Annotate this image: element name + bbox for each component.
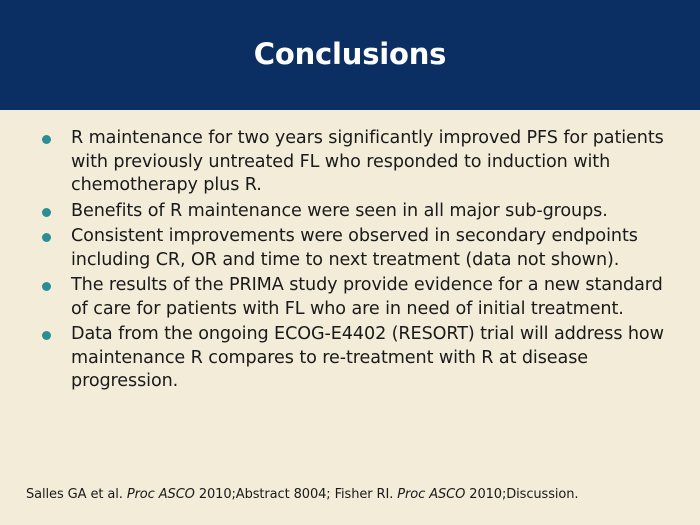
bullet-text: Benefits of R maintenance were seen in a… (71, 200, 608, 221)
bullet-dot-icon (42, 135, 51, 144)
bullet-item: Consistent improvements were observed in… (42, 225, 672, 272)
citation-details: 2010;Abstract 8004; Fisher RI. (194, 487, 398, 502)
bullet-dot-icon (42, 207, 51, 217)
bullet-item: The results of the PRIMA study provide e… (42, 274, 672, 321)
citation: Salles GA et al. Proc ASCO 2010;Abstract… (26, 487, 686, 502)
citation-journal: Proc ASCO (397, 487, 466, 502)
bullet-text: Consistent improvements were observed in… (71, 226, 638, 270)
bullet-item: R maintenance for two years significantl… (42, 127, 672, 198)
bullet-dot-icon (42, 331, 51, 340)
bullet-item: Benefits of R maintenance were seen in a… (42, 200, 672, 224)
slide-title: Conclusions (253, 37, 447, 71)
bullet-text: The results of the PRIMA study provide e… (71, 275, 663, 319)
bullet-item: Data from the ongoing ECOG-E4402 (RESORT… (42, 323, 672, 394)
bullet-dot-icon (42, 282, 51, 291)
citation-details: 2010;Discussion. (465, 487, 579, 502)
bullet-list: R maintenance for two years significantl… (42, 127, 672, 396)
bullet-dot-icon (42, 233, 51, 242)
bullet-text: Data from the ongoing ECOG-E4402 (RESORT… (71, 324, 664, 391)
citation-author: Salles GA et al. (26, 487, 127, 502)
slide-header: Conclusions (0, 0, 700, 110)
citation-journal: Proc ASCO (126, 487, 195, 502)
bullet-text: R maintenance for two years significantl… (71, 128, 664, 195)
